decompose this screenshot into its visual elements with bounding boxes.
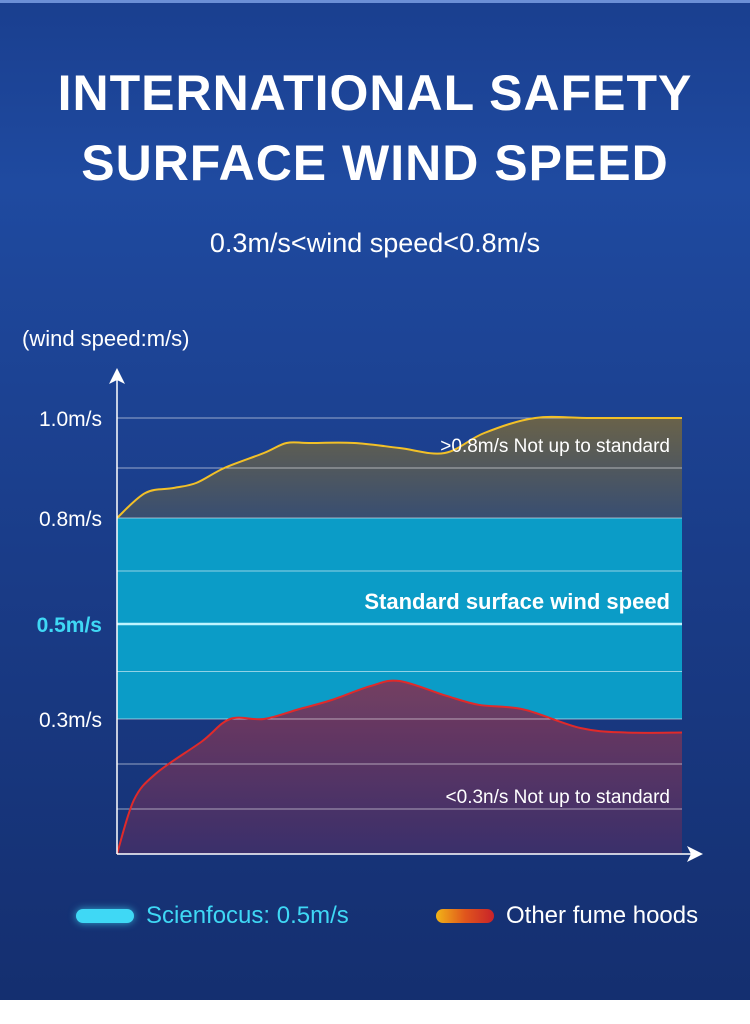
lower-series-line: [116, 679, 683, 855]
y-axis-arrow-icon: [109, 368, 125, 384]
y-tick-label: 0.3m/s: [39, 709, 102, 732]
page-title-line1: INTERNATIONAL SAFETY: [57, 65, 693, 121]
legend-swatch-cyan: [76, 909, 134, 923]
legend-swatch-gradient: [436, 909, 494, 923]
y-tick-label: 1.0m/s: [39, 408, 102, 431]
y-tick-label: 0.5m/s: [37, 614, 102, 637]
upper-annotation: >0.8m/s Not up to standard: [440, 436, 670, 457]
lower-series-area: [117, 680, 682, 854]
page-title-line2: SURFACE WIND SPEED: [81, 135, 669, 191]
page-subtitle: 0.3m/s<wind speed<0.8m/s: [209, 228, 541, 258]
legend-item-scienfocus: Scienfocus: 0.5m/s: [76, 902, 349, 930]
y-tick-label: 0.8m/s: [39, 508, 102, 531]
y-axis-unit-label: (wind speed:m/s): [22, 326, 190, 351]
top-border: [0, 0, 750, 3]
legend-label-other: Other fume hoods: [506, 902, 699, 929]
legend-label-scienfocus: Scienfocus: 0.5m/s: [146, 902, 349, 929]
x-axis-arrow-icon: [687, 846, 703, 862]
reference-line-label: Standard surface wind speed: [364, 589, 670, 614]
upper-series-line: [116, 415, 682, 519]
legend-item-other: Other fume hoods: [436, 902, 698, 930]
bottom-band: [0, 1000, 750, 1024]
upper-series-area: [117, 416, 682, 518]
lower-annotation: <0.3n/s Not up to standard: [446, 787, 670, 808]
